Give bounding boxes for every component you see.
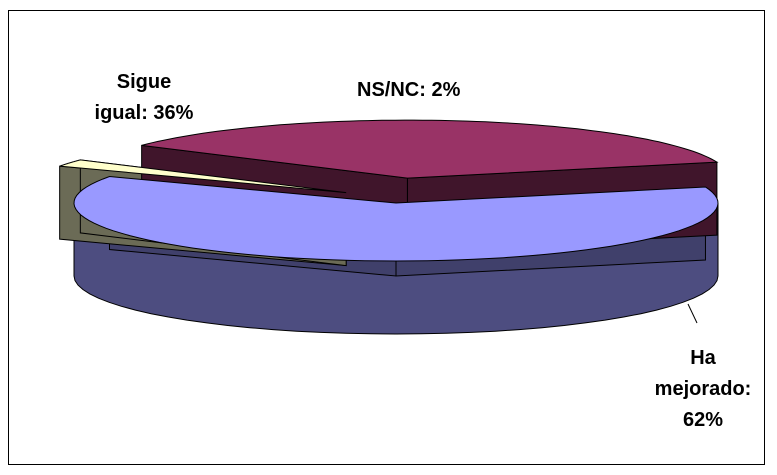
slice-label-ns-nc-2: NS/NC: 2% <box>357 79 461 101</box>
slice-label-ha-mejorado-62: Ha mejorado: 62% <box>655 347 752 431</box>
slice-label-line: igual: 36% <box>95 102 194 124</box>
slice-label-line: mejorado: <box>655 378 752 400</box>
slice-label-line: Sigue <box>117 71 171 93</box>
slice-top-sigue-igual-36 <box>141 119 719 179</box>
slice-label-line: 62% <box>683 409 723 431</box>
leader-line <box>687 303 698 324</box>
slice-top-ns-nc-2 <box>59 159 347 194</box>
slice-label-line: NS/NC: 2% <box>357 79 461 101</box>
slice-top-ha-mejorado-62 <box>73 175 719 262</box>
slice-label-sigue-igual-36: Sigue igual: 36% <box>95 71 194 124</box>
slice-labels: Ha mejorado: 62% NS/NC: 2% Sigue igual: 36% <box>95 71 752 431</box>
pie-tops <box>59 119 719 262</box>
slice-label-line: Ha <box>690 347 716 369</box>
